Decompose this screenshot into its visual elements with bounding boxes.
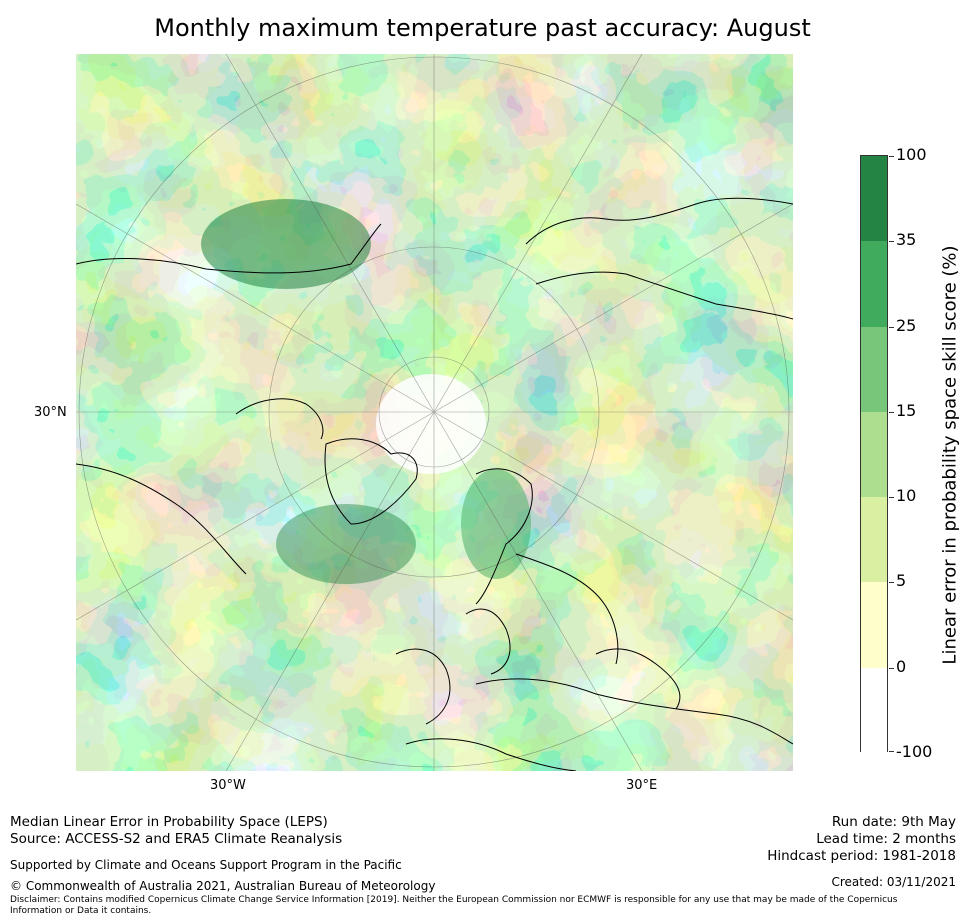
colorbar-bin xyxy=(861,241,887,327)
colorbar-tick xyxy=(889,667,894,669)
high-skill-region xyxy=(276,504,416,584)
colorbar-tick-label: 5 xyxy=(896,571,907,591)
colorbar xyxy=(860,155,894,753)
hindcast-period: Hindcast period: 1981-2018 xyxy=(767,848,956,864)
created-date: Created: 03/11/2021 xyxy=(831,875,956,889)
colorbar-tick-label: 25 xyxy=(896,315,917,335)
footer-left: Median Linear Error in Probability Space… xyxy=(10,814,940,917)
colorbar-tick xyxy=(889,582,894,584)
footer-method: Median Linear Error in Probability Space… xyxy=(10,814,328,830)
colorbar-bin xyxy=(861,411,887,498)
high-skill-region xyxy=(461,469,531,579)
high-skill-region xyxy=(201,199,371,289)
polar-map xyxy=(76,54,793,771)
colorbar-tick-label: 35 xyxy=(896,230,917,250)
colorbar-tick-label: 15 xyxy=(896,400,917,420)
colorbar-tick-label: 100 xyxy=(896,145,927,164)
map-canvas xyxy=(76,54,793,771)
footer-right: Run date: 9th May Lead time: 2 months Hi… xyxy=(767,814,956,891)
footer-disclaimer: Disclaimer: Contains modified Copernicus… xyxy=(10,895,898,916)
colorbar-tick-label: -100 xyxy=(896,742,933,761)
colorbar-tick xyxy=(889,156,894,157)
footer-source: Source: ACCESS-S2 and ERA5 Climate Reana… xyxy=(10,831,343,847)
lead-time: Lead time: 2 months xyxy=(816,831,956,847)
page-title: Monthly maximum temperature past accurac… xyxy=(154,14,811,42)
colorbar-title: Linear error in probability space skill … xyxy=(939,245,961,665)
colorbar-tick-label: 0 xyxy=(896,656,907,676)
lat-label-30n: 30°N xyxy=(34,405,67,420)
colorbar-bin xyxy=(861,582,887,668)
run-date: Run date: 9th May xyxy=(831,814,956,830)
colorbar-bin xyxy=(861,326,887,412)
colorbar-tick xyxy=(889,411,894,413)
colorbar-bin xyxy=(861,156,887,242)
footer-support: Supported by Climate and Oceans Support … xyxy=(10,858,402,872)
colorbar-tick xyxy=(889,497,894,499)
coastlines xyxy=(76,197,793,771)
footer-copyright: © Commonwealth of Australia 2021, Austra… xyxy=(10,879,436,893)
lon-label-30e: 30°E xyxy=(626,778,658,793)
colorbar-tick-label: 10 xyxy=(896,486,917,506)
colorbar-bin xyxy=(861,667,887,753)
colorbar-tick xyxy=(889,241,894,243)
colorbar-tick xyxy=(889,326,894,328)
polar-low-skill xyxy=(376,374,486,474)
graticule xyxy=(76,54,793,771)
colorbar-tick xyxy=(889,751,894,752)
colorbar-bin xyxy=(861,497,887,583)
lon-label-30w: 30°W xyxy=(210,778,246,793)
